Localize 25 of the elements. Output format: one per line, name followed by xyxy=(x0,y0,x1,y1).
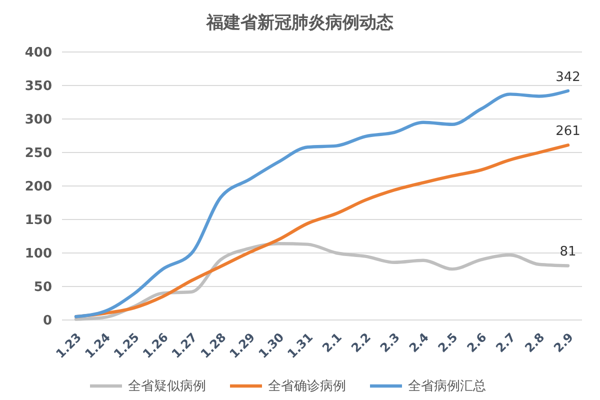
y-tick-label: 250 xyxy=(24,146,52,162)
x-tick-label: 2.8 xyxy=(522,330,548,356)
y-tick-label: 150 xyxy=(24,213,52,228)
data-label: 81 xyxy=(560,244,576,260)
legend-label: 全省疑似病例 xyxy=(128,379,206,394)
y-tick-label: 0 xyxy=(42,314,52,329)
x-tick-label: 2.1 xyxy=(320,330,345,356)
y-tick-label: 300 xyxy=(24,112,52,128)
chart-title: 福建省新冠肺炎病例动态 xyxy=(206,13,394,33)
y-tick-label: 400 xyxy=(24,46,52,61)
x-tick-label: 2.9 xyxy=(551,330,576,356)
y-tick-label: 100 xyxy=(24,246,52,262)
x-tick-label: 2.4 xyxy=(406,330,432,356)
x-tick-label: 2.3 xyxy=(377,330,402,356)
data-label: 261 xyxy=(556,124,580,140)
legend-label: 全省病例汇总 xyxy=(408,379,486,394)
y-tick-label: 350 xyxy=(24,79,52,94)
y-tick-label: 200 xyxy=(24,180,52,195)
legend-label: 全省确诊病例 xyxy=(268,379,346,394)
y-tick-label: 50 xyxy=(34,280,52,296)
x-tick-label: 2.6 xyxy=(464,330,490,356)
x-tick-label: 2.7 xyxy=(493,330,518,356)
x-tick-label: 2.5 xyxy=(435,330,460,356)
x-tick-label: 2.2 xyxy=(348,330,374,356)
data-label: 342 xyxy=(556,70,580,85)
